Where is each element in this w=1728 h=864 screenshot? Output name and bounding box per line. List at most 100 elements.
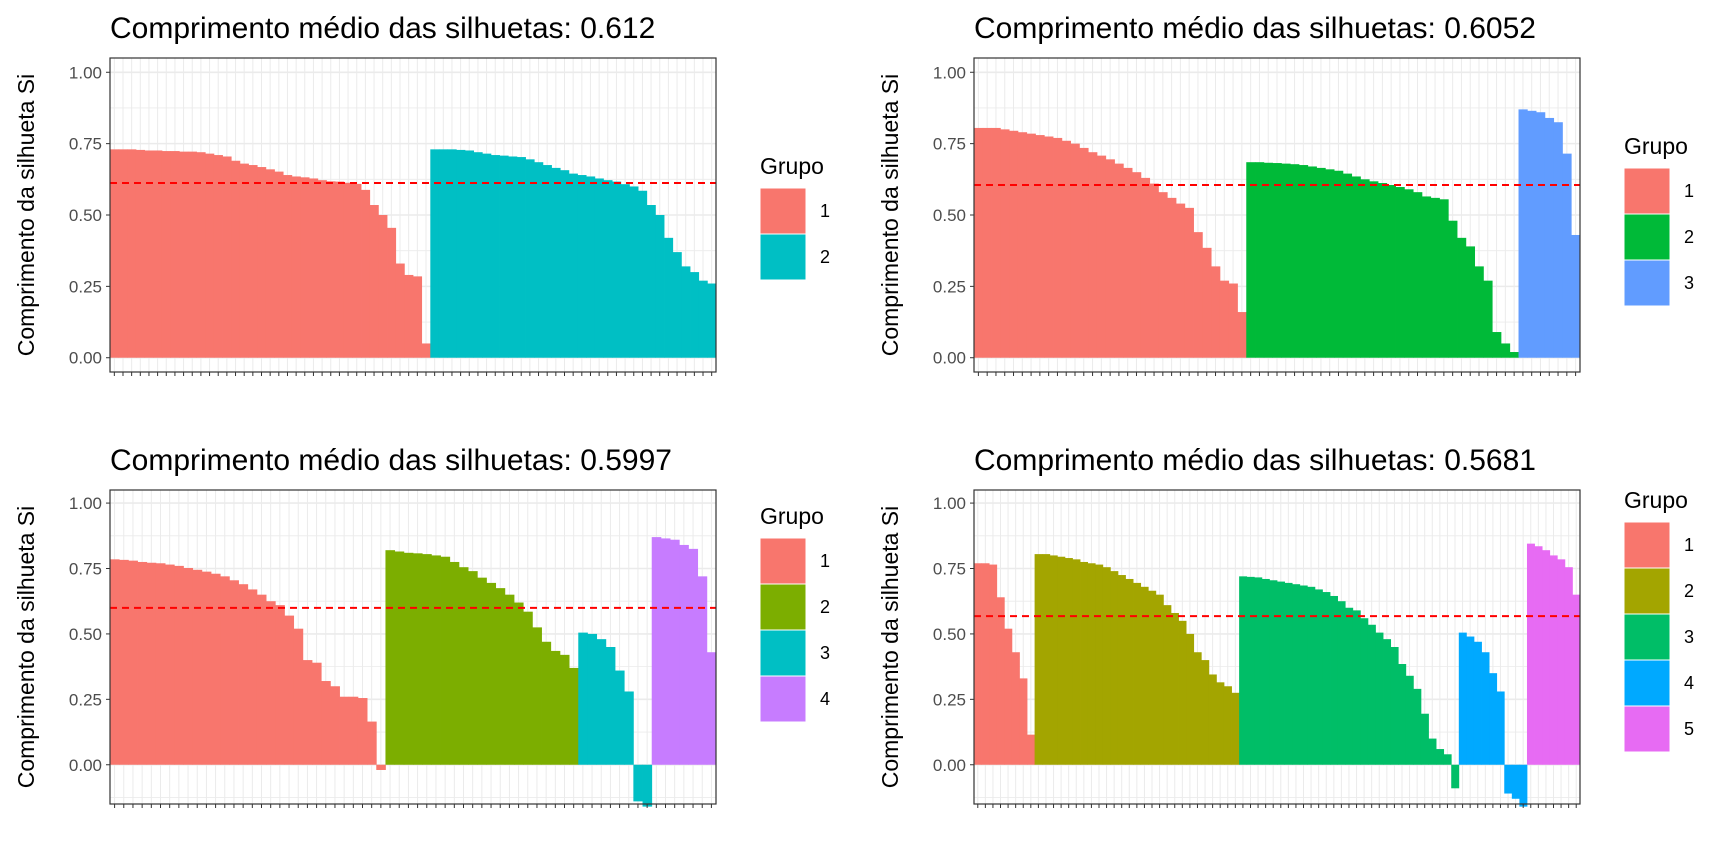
silhouette-bar <box>1087 563 1096 765</box>
silhouette-bar <box>179 151 189 358</box>
silhouette-bar <box>422 554 432 765</box>
silhouette-bar <box>1292 584 1301 765</box>
silhouette-bar <box>266 601 276 765</box>
silhouette-bar <box>312 662 322 765</box>
silhouette-bar <box>1042 554 1051 765</box>
silhouette-bar <box>1395 187 1405 358</box>
y-tick-label: 0.75 <box>933 560 966 579</box>
x-axis-ticks <box>113 372 713 376</box>
legend-title: Grupo <box>1624 133 1688 159</box>
silhouette-bar <box>404 274 414 358</box>
legend-label: 4 <box>1684 673 1694 693</box>
y-tick-label: 0.25 <box>933 690 966 709</box>
silhouette-bar <box>620 184 630 358</box>
silhouette-bar <box>525 159 535 358</box>
silhouette-bar <box>532 627 542 765</box>
silhouette-bar <box>165 564 175 765</box>
silhouette-bar <box>1102 567 1111 765</box>
silhouette-bar <box>1378 183 1388 358</box>
silhouette-bar <box>220 576 230 765</box>
y-axis: 0.00 0.25 0.50 0.75 1.00 <box>69 494 110 775</box>
silhouette-bar <box>321 681 331 765</box>
silhouette-bar <box>560 170 570 358</box>
silhouette-bar <box>1149 183 1159 358</box>
silhouette-bar <box>302 660 313 765</box>
silhouette-bar <box>1473 641 1482 765</box>
silhouette-bar <box>1017 132 1028 358</box>
silhouette-bar <box>1176 203 1186 358</box>
silhouette-bar <box>257 167 267 358</box>
silhouette-bar <box>1518 109 1528 358</box>
silhouette-bar <box>1193 232 1203 358</box>
silhouette-bar <box>1307 586 1316 765</box>
silhouette-bar <box>1170 612 1179 765</box>
silhouette-bar <box>170 151 180 358</box>
y-axis-label: Comprimento da silhueta Si <box>13 506 39 789</box>
silhouette-bar <box>1458 632 1467 765</box>
silhouette-bar <box>1448 220 1458 358</box>
silhouette-bar <box>1369 181 1379 358</box>
silhouette-bar <box>1178 620 1187 765</box>
silhouette-bar <box>1133 582 1142 765</box>
silhouette-bar <box>205 153 215 358</box>
silhouette-bar <box>603 180 613 358</box>
silhouette-bar <box>706 652 717 765</box>
y-tick-label: 0.00 <box>69 756 102 775</box>
silhouette-bar <box>1549 555 1558 765</box>
silhouette-bar <box>569 667 579 765</box>
silhouette-bar <box>1428 738 1437 765</box>
legend: Grupo 1 2 3 4 5 <box>1623 487 1694 753</box>
silhouette-bar <box>672 252 682 358</box>
silhouette-bar <box>1307 166 1317 358</box>
silhouette-bar <box>1277 581 1285 765</box>
silhouette-bar <box>1053 137 1063 358</box>
silhouette-bar <box>697 576 708 765</box>
x-axis-ticks <box>977 372 1577 376</box>
silhouette-bar <box>670 539 680 765</box>
silhouette-bar <box>449 561 460 765</box>
silhouette-bar <box>1360 179 1370 358</box>
silhouette-bar <box>1026 133 1036 358</box>
silhouette-bar <box>1298 165 1309 358</box>
legend-label: 2 <box>1684 581 1694 601</box>
y-axis-label: Comprimento da silhueta Si <box>13 74 39 357</box>
silhouette-bar <box>1404 189 1414 358</box>
silhouette-bar <box>1492 332 1502 358</box>
y-tick-label: 1.00 <box>933 63 966 82</box>
silhouette-bar <box>1421 196 1432 358</box>
silhouette-chart-2-groups: 0.00 0.25 0.50 0.75 1.00 Comprimento médio da… <box>13 12 830 376</box>
silhouette-chart-4-groups: 0.00 0.25 0.50 0.75 1.00 Comprimento médio da… <box>13 444 830 808</box>
silhouette-bar <box>1044 136 1054 358</box>
silhouette-bar <box>1027 734 1035 765</box>
silhouette-bar <box>1386 185 1396 358</box>
legend-title: Grupo <box>760 153 824 179</box>
silhouette-bar <box>135 149 146 358</box>
silhouette-bar <box>1360 618 1369 765</box>
silhouette-bar <box>1272 163 1282 358</box>
silhouette-bar <box>357 698 368 765</box>
silhouette-bar <box>1367 624 1376 765</box>
silhouette-bar <box>155 563 166 765</box>
silhouette-bar <box>1125 578 1134 765</box>
silhouette-bar <box>376 764 386 770</box>
silhouette-bar <box>1155 594 1164 765</box>
silhouette-chart-5-groups: 0.00 0.25 0.50 0.75 1.00 Comprimento médio da… <box>877 444 1694 808</box>
legend-label: 2 <box>820 247 830 267</box>
silhouette-bar <box>523 611 533 765</box>
silhouette-bar <box>1325 169 1335 358</box>
silhouette-bar <box>1110 571 1119 765</box>
silhouette-bar <box>577 175 587 358</box>
x-axis-ticks <box>977 804 1577 808</box>
y-axis: 0.00 0.25 0.50 0.75 1.00 <box>933 63 974 368</box>
legend-key <box>1623 259 1671 307</box>
silhouette-bar <box>1542 550 1551 765</box>
silhouette-bar <box>1117 575 1126 765</box>
silhouette-bar <box>231 160 241 358</box>
silhouette-bar <box>605 647 616 765</box>
silhouette-bar <box>1216 682 1225 765</box>
silhouette-bar <box>974 563 982 765</box>
silhouette-bar <box>421 343 431 358</box>
silhouette-bar <box>1511 764 1520 799</box>
silhouette-bar <box>284 615 295 765</box>
